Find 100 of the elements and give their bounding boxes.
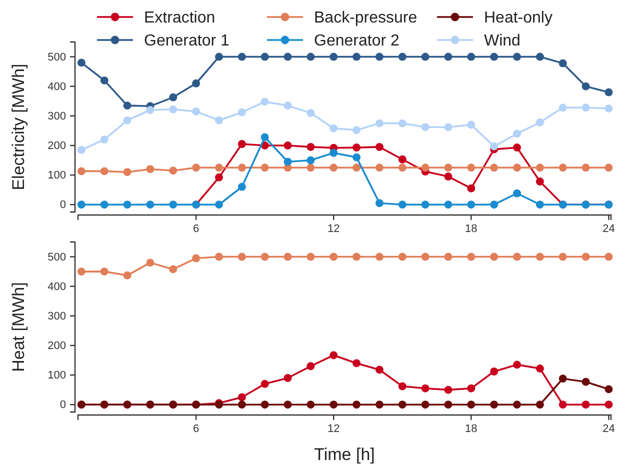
point — [306, 108, 315, 117]
point — [398, 119, 406, 128]
y-tick-label: 100 — [48, 170, 66, 182]
legend-label: Generator 2 — [314, 32, 400, 50]
point — [352, 126, 361, 134]
point — [467, 252, 476, 261]
point — [490, 164, 498, 172]
point — [284, 374, 292, 382]
point — [169, 105, 178, 114]
point — [352, 252, 361, 261]
point — [375, 400, 384, 409]
point — [398, 382, 406, 390]
point — [215, 252, 223, 261]
point — [375, 142, 384, 151]
point — [558, 104, 567, 112]
point — [513, 360, 521, 369]
point — [536, 164, 544, 172]
point — [284, 158, 292, 166]
point — [490, 200, 498, 209]
point — [467, 384, 476, 392]
point — [215, 164, 223, 172]
point — [582, 252, 590, 261]
point — [558, 374, 567, 383]
x-tick-label: 6 — [193, 422, 200, 435]
point — [100, 136, 108, 144]
point — [421, 400, 430, 409]
point — [215, 52, 223, 61]
x-axis-title: Time [h] — [314, 445, 375, 464]
point — [238, 393, 246, 402]
point — [558, 400, 567, 409]
point — [513, 400, 521, 409]
point — [444, 52, 452, 61]
x-tick-label: 6 — [193, 222, 200, 235]
point — [352, 164, 361, 172]
point — [284, 52, 292, 61]
point — [490, 52, 498, 61]
x-tick-label: 18 — [465, 422, 478, 435]
point — [306, 142, 315, 151]
point — [490, 252, 498, 261]
point — [330, 400, 338, 409]
point — [238, 252, 246, 261]
y-axis-title: Electricity [MWh] — [9, 64, 28, 190]
point — [330, 148, 338, 157]
point — [306, 52, 315, 61]
point — [352, 52, 361, 61]
point — [421, 384, 430, 392]
point — [513, 164, 521, 172]
point — [306, 156, 315, 164]
point — [398, 200, 406, 209]
point — [192, 107, 200, 116]
point — [77, 58, 86, 67]
point — [513, 52, 521, 61]
legend-label: Generator 1 — [144, 32, 230, 50]
point — [284, 141, 292, 150]
point — [77, 146, 86, 154]
point — [444, 200, 452, 209]
point — [536, 364, 544, 373]
legend-label: Heat-only — [484, 10, 552, 26]
point — [352, 144, 361, 152]
y-tick-label: 200 — [48, 140, 66, 152]
point — [192, 164, 200, 172]
x-tick-label: 12 — [327, 422, 340, 435]
point — [238, 164, 246, 172]
legend-label: Extraction — [144, 10, 216, 26]
point — [467, 184, 476, 192]
point — [536, 252, 544, 261]
x-tick-label: 24 — [602, 222, 615, 235]
point — [123, 200, 132, 209]
point — [192, 254, 200, 262]
point — [260, 133, 269, 142]
point — [123, 168, 132, 176]
point — [467, 200, 476, 209]
point — [467, 52, 476, 61]
point — [467, 400, 476, 409]
point — [375, 164, 384, 172]
point — [330, 124, 338, 132]
point — [582, 82, 590, 90]
point — [146, 200, 154, 209]
point — [284, 102, 292, 110]
point — [604, 164, 613, 172]
point — [192, 79, 200, 88]
point — [558, 164, 567, 172]
point — [260, 252, 269, 261]
point — [238, 400, 246, 409]
point — [444, 164, 452, 172]
y-tick-label: 300 — [48, 110, 66, 122]
x-tick-label: 18 — [465, 222, 478, 235]
point — [513, 189, 521, 198]
point — [330, 351, 338, 360]
point — [604, 88, 613, 96]
point — [77, 268, 86, 276]
point — [398, 52, 406, 61]
point — [100, 76, 108, 84]
x-tick-label: 12 — [327, 222, 340, 235]
point — [444, 172, 452, 181]
point — [123, 271, 132, 280]
point — [444, 123, 452, 132]
point — [146, 258, 154, 267]
y-tick-label: 300 — [48, 310, 66, 322]
point — [330, 164, 338, 172]
